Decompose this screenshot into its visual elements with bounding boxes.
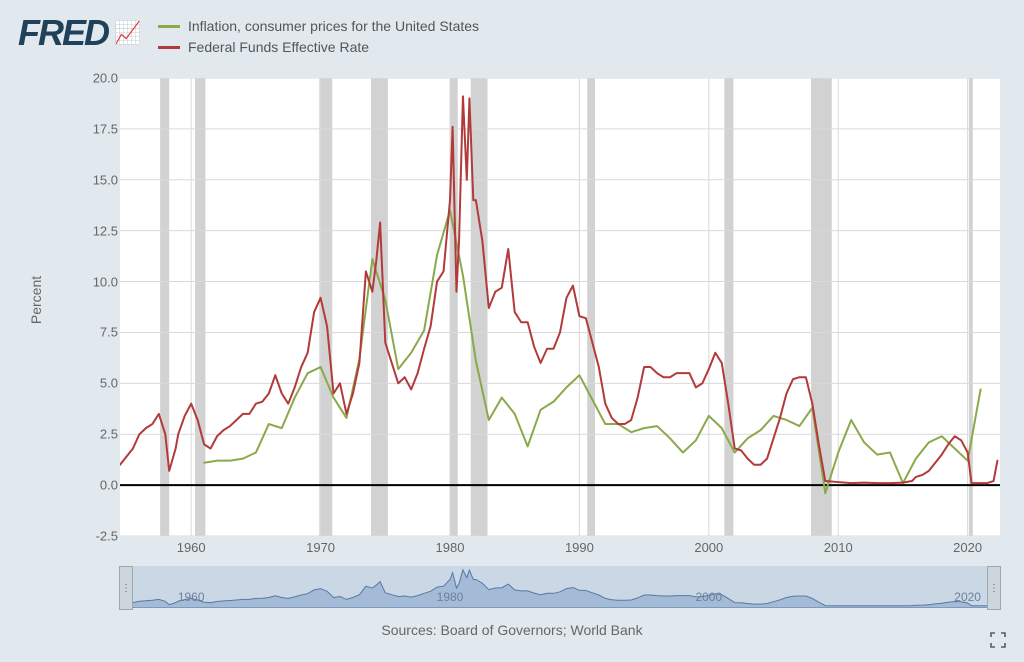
y-tick: 0.0 xyxy=(70,478,118,493)
legend-label-fedfunds: Federal Funds Effective Rate xyxy=(188,37,369,58)
x-tick: 1970 xyxy=(306,540,335,555)
scrubber-handle-left[interactable]: ⋮ xyxy=(119,566,133,610)
x-tick: 2000 xyxy=(694,540,723,555)
fred-chart: FRED 📈 Inflation, consumer prices for th… xyxy=(0,0,1024,662)
y-axis: -2.50.02.55.07.510.012.515.017.520.0 xyxy=(70,78,118,536)
y-tick: 5.0 xyxy=(70,376,118,391)
scrubber-handle-right[interactable]: ⋮ xyxy=(987,566,1001,610)
scrubber-svg xyxy=(120,566,1000,608)
y-tick: 12.5 xyxy=(70,223,118,238)
logo-area: FRED 📈 xyxy=(18,12,141,54)
y-tick: 15.0 xyxy=(70,172,118,187)
scrubber-tick: 1980 xyxy=(437,590,464,604)
y-axis-label: Percent xyxy=(28,276,44,324)
x-tick: 1960 xyxy=(177,540,206,555)
legend-item-inflation[interactable]: Inflation, consumer prices for the Unite… xyxy=(158,16,479,37)
time-scrubber[interactable]: ⋮ ⋮ 1960 1980 2000 2020 xyxy=(120,566,1000,608)
fred-logo-icon: 📈 xyxy=(114,20,141,46)
x-tick: 2020 xyxy=(953,540,982,555)
legend-label-inflation: Inflation, consumer prices for the Unite… xyxy=(188,16,479,37)
scrubber-tick: 2000 xyxy=(695,590,722,604)
legend-swatch-fedfunds xyxy=(158,46,180,49)
y-tick: 20.0 xyxy=(70,71,118,86)
y-tick: 10.0 xyxy=(70,274,118,289)
x-tick: 2010 xyxy=(824,540,853,555)
plot-area[interactable] xyxy=(120,78,1000,536)
legend-swatch-inflation xyxy=(158,25,180,28)
legend: Inflation, consumer prices for the Unite… xyxy=(158,16,479,58)
plot-svg xyxy=(120,78,1000,536)
legend-item-fedfunds[interactable]: Federal Funds Effective Rate xyxy=(158,37,479,58)
x-tick: 1990 xyxy=(565,540,594,555)
source-attribution: Sources: Board of Governors; World Bank xyxy=(0,622,1024,638)
fred-logo-text: FRED xyxy=(18,12,108,54)
y-tick: 2.5 xyxy=(70,427,118,442)
scrubber-tick: 2020 xyxy=(954,590,981,604)
y-tick: 17.5 xyxy=(70,121,118,136)
x-tick: 1980 xyxy=(436,540,465,555)
fullscreen-icon[interactable] xyxy=(990,632,1006,648)
scrubber-tick: 1960 xyxy=(178,590,205,604)
y-tick: 7.5 xyxy=(70,325,118,340)
y-tick: -2.5 xyxy=(70,529,118,544)
